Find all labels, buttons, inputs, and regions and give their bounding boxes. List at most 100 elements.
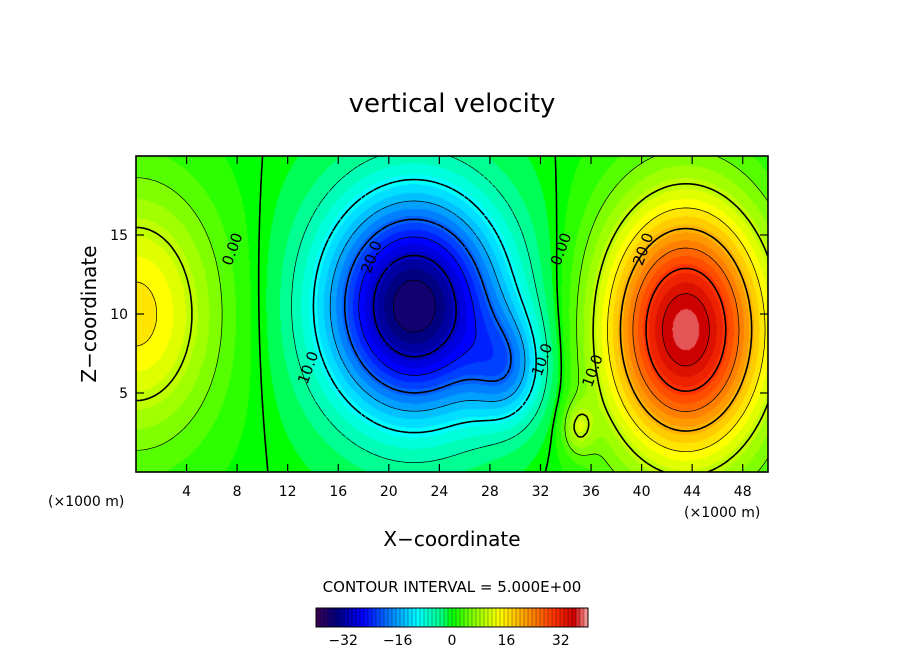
x-tick-label: 20 [380,484,398,500]
contour-lines [136,156,768,472]
colorbar: −32 −16 0 16 32 [315,607,589,649]
y-axis-label: Z−coordinate [77,245,101,382]
x-tick-label: 12 [279,484,297,500]
colorbar-cell [343,607,349,628]
y-tick-label: 5 [119,386,128,402]
colorbar-cell [395,607,401,628]
colorbar-cell [463,607,469,628]
contour-level--25 [358,236,477,376]
contour-level-5 [136,156,768,472]
x-tick-label: 32 [532,484,550,500]
colorbar-cell [523,607,529,628]
contour-level--30 [372,254,457,358]
colorbar-tick-label: 32 [552,633,570,649]
colorbar-cell [331,607,337,628]
colorbar-tick-label: 0 [448,633,457,649]
colorbar-cell [479,607,485,628]
colorbar-cell [527,607,533,628]
colorbar-cell [411,607,417,628]
colorbar-cell [495,607,501,628]
colorbar-cell [319,607,325,628]
colorbar-cell [535,607,541,628]
colorbar-cell [487,607,493,628]
colorbar-tick-label: 16 [497,633,515,649]
heatmap-field [136,156,768,472]
contour-level-30 [645,267,727,392]
colorbar-cell [431,607,437,628]
colorbar-cell [371,607,377,628]
colorbar-cell [379,607,385,628]
colorbar-cell [563,607,569,628]
contour-level--15 [329,200,526,412]
x-axis-label: X−coordinate [383,527,520,551]
y-tick-label: 10 [110,307,128,323]
colorbar-cell [375,607,381,628]
colorbar-cell [387,607,393,628]
colorbar-cell [571,607,577,628]
colorbar-cell [407,607,413,628]
colorbar-cell [507,607,513,628]
colorbar-cell [415,607,421,628]
colorbar-cell [367,607,373,628]
colorbar-cells [315,607,589,628]
colorbar-cell [399,607,405,628]
colorbar-cell [483,607,489,628]
plot-area: 0.00 20.010.0 10.00.00 20.010.0 [135,155,769,473]
colorbar-cell [515,607,521,628]
colorbar-cell [551,607,557,628]
chart-title: vertical velocity [349,89,556,119]
colorbar-cell [403,607,409,628]
contour-level--20 [343,218,512,394]
x-tick-label: 28 [481,484,499,500]
colorbar-cell [363,607,369,628]
contour-level-35 [662,293,710,367]
colorbar-cell [579,607,585,628]
contour-level--10 [312,178,537,434]
colorbar-cell [519,607,525,628]
contour-level-20 [619,227,753,432]
contour-level-15 [136,207,766,453]
colorbar-cell [427,607,433,628]
y-axis-ticks: 5 10 15 [110,228,768,402]
x-tick-label: 24 [430,484,448,500]
colorbar-cell [575,607,581,628]
colorbar-cell [475,607,481,628]
contour-level--5 [291,156,548,463]
colorbar-cell [339,607,345,628]
colorbar-cell [503,607,509,628]
colorbar-cell [547,607,553,628]
contour-interval-text: CONTOUR INTERVAL = 5.000E+00 [323,578,582,596]
colorbar-cell [491,607,497,628]
colorbar-cell [555,607,561,628]
colorbar-frame [315,607,589,628]
colorbar-cell [531,607,537,628]
x-origin-unit-label: (×1000 m) [48,494,124,510]
x-tick-label: 44 [683,484,701,500]
contour-level-10 [136,183,768,472]
colorbar-cell [355,607,361,628]
colorbar-cell [443,607,449,628]
colorbar-cell [423,607,429,628]
contour-level-0 [257,156,563,472]
x-tick-label: 48 [734,484,752,500]
colorbar-cell [383,607,389,628]
colorbar-cell [335,607,341,628]
colorbar-cell [419,607,425,628]
colorbar-tick-label: −16 [383,633,413,649]
colorbar-cell [543,607,549,628]
colorbar-cell [471,607,477,628]
colorbar-cell [567,607,573,628]
colorbar-tick-label: −32 [328,633,358,649]
x-tick-label: 36 [582,484,600,500]
x-tick-label: 16 [329,484,347,500]
x-end-unit-label: (×1000 m) [684,505,760,521]
colorbar-cell [315,607,321,628]
colorbar-cell [455,607,461,628]
contour-level--35 [392,279,436,333]
colorbar-cell [351,607,357,628]
colorbar-cell [559,607,565,628]
colorbar-cell [323,607,329,628]
colorbar-ticks: −32 −16 0 16 32 [328,633,569,649]
colorbar-cell [467,607,473,628]
